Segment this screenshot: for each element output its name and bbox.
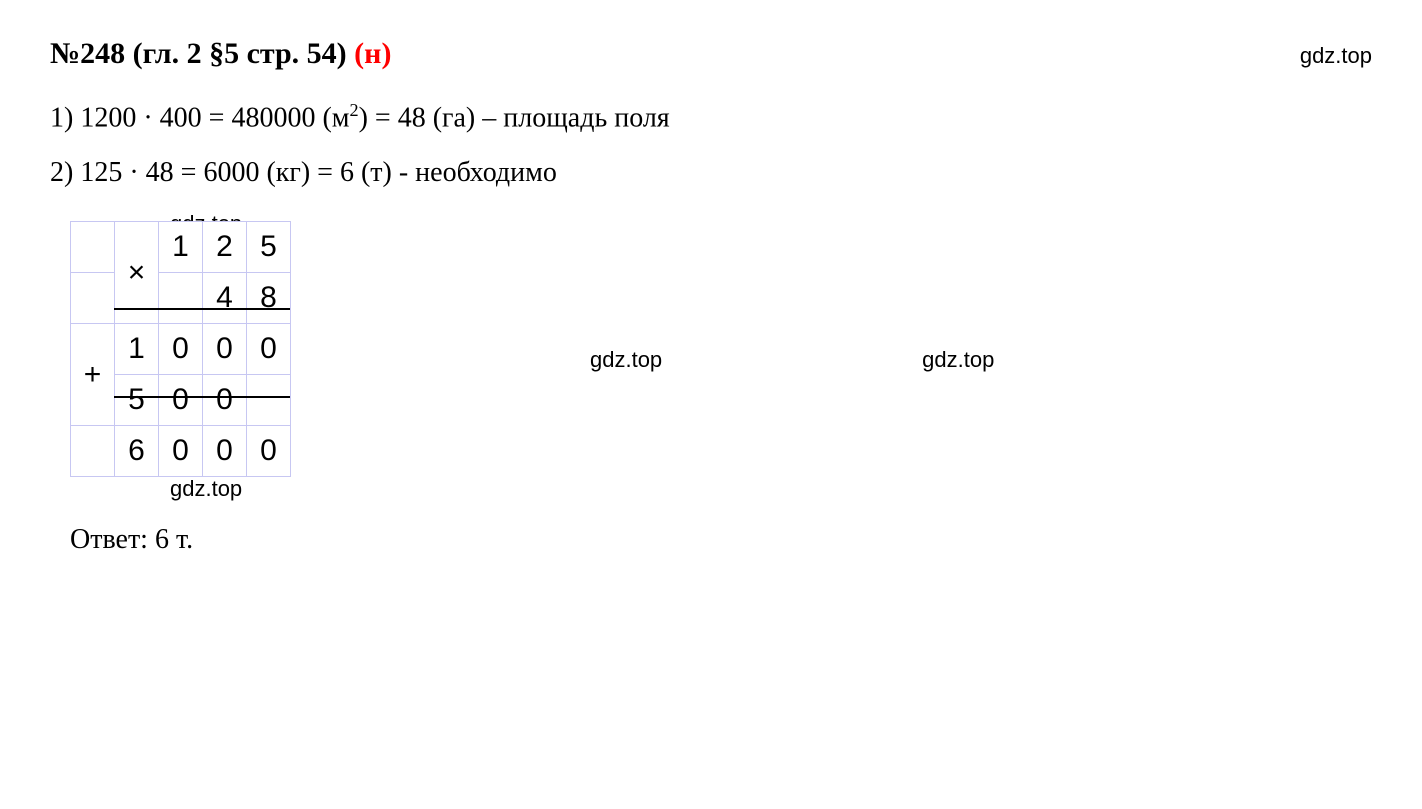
calc-cell: +	[71, 324, 115, 426]
calc-cell: 5	[247, 222, 291, 273]
calc-cell: 0	[159, 375, 203, 426]
step-1-head: 1) 1200 · 400 = 480000 (м	[50, 102, 349, 133]
step-1: 1) 1200 · 400 = 480000 (м2) = 48 (га) – …	[50, 96, 1372, 141]
calc-cell: 6	[115, 426, 159, 477]
calc-cell: 1	[159, 222, 203, 273]
longmul-block: ×12548+10005006000	[70, 221, 330, 477]
calc-cell: 1	[115, 324, 159, 375]
step-2: 2) 125 · 48 = 6000 (кг) = 6 (т) - необхо…	[50, 151, 1372, 196]
watermark-above-calc: gdz.top	[170, 206, 1372, 241]
watermark-top-right: gdz.top	[1300, 38, 1372, 73]
calc-cell: 4	[203, 273, 247, 324]
calc-cell	[247, 375, 291, 426]
calc-hline	[114, 308, 290, 310]
problem-suffix: (н)	[354, 37, 391, 70]
calc-cell: 5	[115, 375, 159, 426]
calc-cell	[71, 273, 115, 324]
header-row: №248 (гл. 2 §5 стр. 54) (н) gdz.top	[50, 30, 1372, 78]
problem-title: №248 (гл. 2 §5 стр. 54) (н)	[50, 30, 391, 78]
step-1-sup: 2	[349, 100, 358, 120]
calc-cell	[159, 273, 203, 324]
calc-cell: 0	[203, 375, 247, 426]
watermark-mid-2: gdz.top	[922, 342, 994, 377]
calc-row: ×12548+10005006000 gdz.top gdz.top	[50, 241, 1372, 477]
calc-cell: 0	[203, 324, 247, 375]
calc-cell: 0	[247, 324, 291, 375]
watermark-mid-1: gdz.top	[590, 342, 662, 377]
calc-cell	[71, 222, 115, 273]
calc-cell: 2	[203, 222, 247, 273]
calc-cell	[71, 426, 115, 477]
watermark-below-calc: gdz.top	[170, 471, 1372, 506]
longmul-grid: ×12548+10005006000	[70, 221, 330, 477]
calc-hline	[114, 396, 290, 398]
answer: Ответ: 6 т.	[70, 518, 1372, 563]
step-1-tail: ) = 48 (га) – площадь поля	[359, 102, 670, 133]
calc-cell: 8	[247, 273, 291, 324]
calc-cell: 0	[159, 426, 203, 477]
calc-cell: 0	[203, 426, 247, 477]
problem-label: №248 (гл. 2 §5 стр. 54)	[50, 37, 354, 70]
calc-cell: 0	[159, 324, 203, 375]
calc-cell: 0	[247, 426, 291, 477]
